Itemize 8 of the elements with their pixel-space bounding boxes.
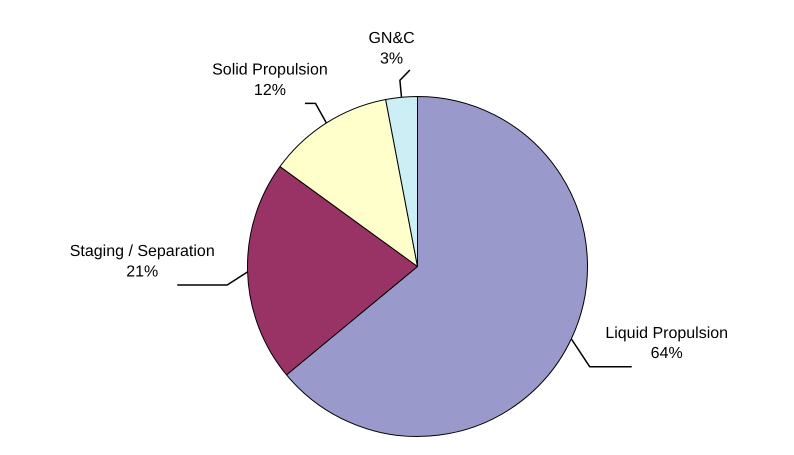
- slice-label: Staging / Separation: [70, 243, 215, 260]
- slice-label: GN&C: [368, 30, 415, 48]
- data-label: 3%: [380, 50, 404, 68]
- data-label: 64%: [650, 345, 683, 362]
- data-label: 12%: [254, 82, 286, 99]
- slice-label: Liquid Propulsion: [605, 324, 728, 342]
- data-label: 21%: [126, 263, 158, 280]
- slice-label: Solid Propulsion: [212, 61, 328, 78]
